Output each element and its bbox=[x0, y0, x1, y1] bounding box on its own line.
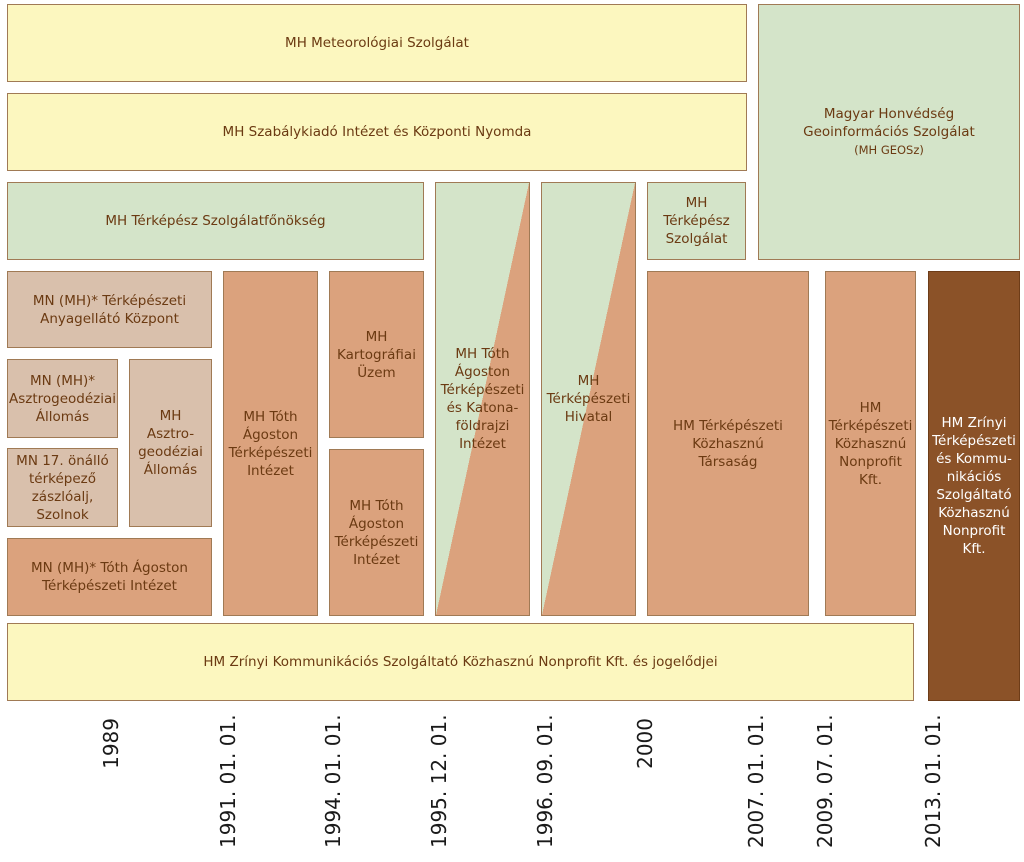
mn-asztrogeodeziai-allomas: MN (MH)* Asztrogeodéziai Állomás bbox=[7, 359, 118, 438]
hm-zrinyi-terkepeszeti-nonprofit-label: HM Zrínyi Térképészeti és Kommu- nikáció… bbox=[932, 415, 1016, 557]
toth-katonafoldrajzi-intezet-label: MH Tóth Ágoston Térképészeti és Katona- … bbox=[440, 346, 525, 452]
hm-terkepeszeti-tarsasag: HM Térképészeti Közhasznú Társaság bbox=[647, 271, 809, 616]
anyagellato-kozpont-label: MN (MH)* Térképészeti Anyagellátó Közpon… bbox=[32, 292, 187, 327]
mn-toth-agoston-intezet-label: MN (MH)* Tóth Ágoston Térképészeti Intéz… bbox=[31, 560, 188, 594]
szabalykiado-intezet-label: MH Szabálykiadó Intézet és Központi Nyom… bbox=[222, 124, 532, 140]
year-label-1994: 1994. 01. 01. bbox=[321, 714, 345, 848]
hm-terkepeszeti-nonprofit-label: HM Térképészeti Közhasznú Nonprofit Kft. bbox=[828, 399, 913, 488]
hm-zrinyi-terkepeszeti-nonprofit: HM Zrínyi Térképészeti és Kommu- nikáció… bbox=[928, 271, 1020, 701]
terkepesz-szolgalat: MH Térképész Szolgálat bbox=[647, 182, 746, 260]
geosz-box: Magyar Honvédség Geoinformációs Szolgála… bbox=[758, 4, 1020, 260]
terkepesz-szolgalat-label: MH Térképész Szolgálat bbox=[663, 195, 730, 247]
mh-toth-agoston-intezet-1-label: MH Tóth Ágoston Térképészeti Intézet bbox=[228, 408, 313, 479]
kartografiai-uzem-label: MH Kartográfiai Üzem bbox=[337, 328, 416, 381]
year-label-2007: 2007. 01. 01. bbox=[744, 714, 768, 848]
szabalykiado-intezet: MH Szabálykiadó Intézet és Központi Nyom… bbox=[7, 93, 747, 171]
terkepeszeti-hivatal-label: MH Térképészeti Hivatal bbox=[546, 373, 631, 425]
year-label-1989: 1989 bbox=[99, 718, 123, 769]
year-label-2009: 2009. 07. 01. bbox=[813, 714, 837, 848]
year-label-2013: 2013. 01. 01. bbox=[921, 714, 945, 848]
geosz-abbr: (MH GEOSz) bbox=[854, 143, 924, 157]
year-label-1991: 1991. 01. 01. bbox=[216, 714, 240, 848]
year-label-2000: 2000 bbox=[633, 718, 657, 769]
mh-toth-agoston-intezet-2-label: MH Tóth Ágoston Térképészeti Intézet bbox=[334, 497, 419, 568]
mh-toth-agoston-intezet-2: MH Tóth Ágoston Térképészeti Intézet bbox=[329, 449, 424, 616]
terkepezo-zaszloalj: MN 17. önálló térképező zászlóalj, Szoln… bbox=[7, 448, 118, 527]
year-label-1995: 1995. 12. 01. bbox=[427, 714, 451, 848]
mn-toth-agoston-intezet: MN (MH)* Tóth Ágoston Térképészeti Intéz… bbox=[7, 538, 212, 616]
mh-asztrogeodeziai-allomas-label: MH Asztro- geodéziai Állomás bbox=[138, 408, 203, 478]
meteorologiai-szolgalat-label: MH Meteorológiai Szolgálat bbox=[285, 35, 469, 51]
hm-terkepeszeti-tarsasag-label: HM Térképészeti Közhasznú Társaság bbox=[673, 417, 783, 470]
terkepezo-zaszloalj-label: MN 17. önálló térképező zászlóalj, Szoln… bbox=[16, 452, 109, 523]
geosz-label: Magyar Honvédség Geoinformációs Szolgála… bbox=[803, 106, 975, 140]
anyagellato-kozpont: MN (MH)* Térképészeti Anyagellátó Közpon… bbox=[7, 271, 212, 348]
hm-zrinyi-kommunikacios-label: HM Zrínyi Kommunikációs Szolgáltató Közh… bbox=[203, 654, 718, 670]
year-label-1996: 1996. 09. 01. bbox=[533, 714, 557, 848]
meteorologiai-szolgalat: MH Meteorológiai Szolgálat bbox=[7, 4, 747, 82]
terkepesz-szolgalatfonokseg: MH Térképész Szolgálatfőnökség bbox=[7, 182, 424, 260]
toth-katonafoldrajzi-intezet: MH Tóth Ágoston Térképészeti és Katona- … bbox=[435, 182, 530, 616]
mh-toth-agoston-intezet-1: MH Tóth Ágoston Térképészeti Intézet bbox=[223, 271, 318, 616]
hm-zrinyi-kommunikacios-bar: HM Zrínyi Kommunikációs Szolgáltató Közh… bbox=[7, 623, 914, 701]
terkepeszeti-hivatal: MH Térképészeti Hivatal bbox=[541, 182, 636, 616]
mh-asztrogeodeziai-allomas: MH Asztro- geodéziai Állomás bbox=[129, 359, 212, 527]
kartografiai-uzem: MH Kartográfiai Üzem bbox=[329, 271, 424, 438]
terkepesz-szolgalatfonokseg-label: MH Térképész Szolgálatfőnökség bbox=[105, 213, 326, 229]
mn-asztrogeodeziai-allomas-label: MN (MH)* Asztrogeodéziai Állomás bbox=[8, 372, 117, 425]
hm-terkepeszeti-nonprofit: HM Térképészeti Közhasznú Nonprofit Kft. bbox=[825, 271, 916, 616]
